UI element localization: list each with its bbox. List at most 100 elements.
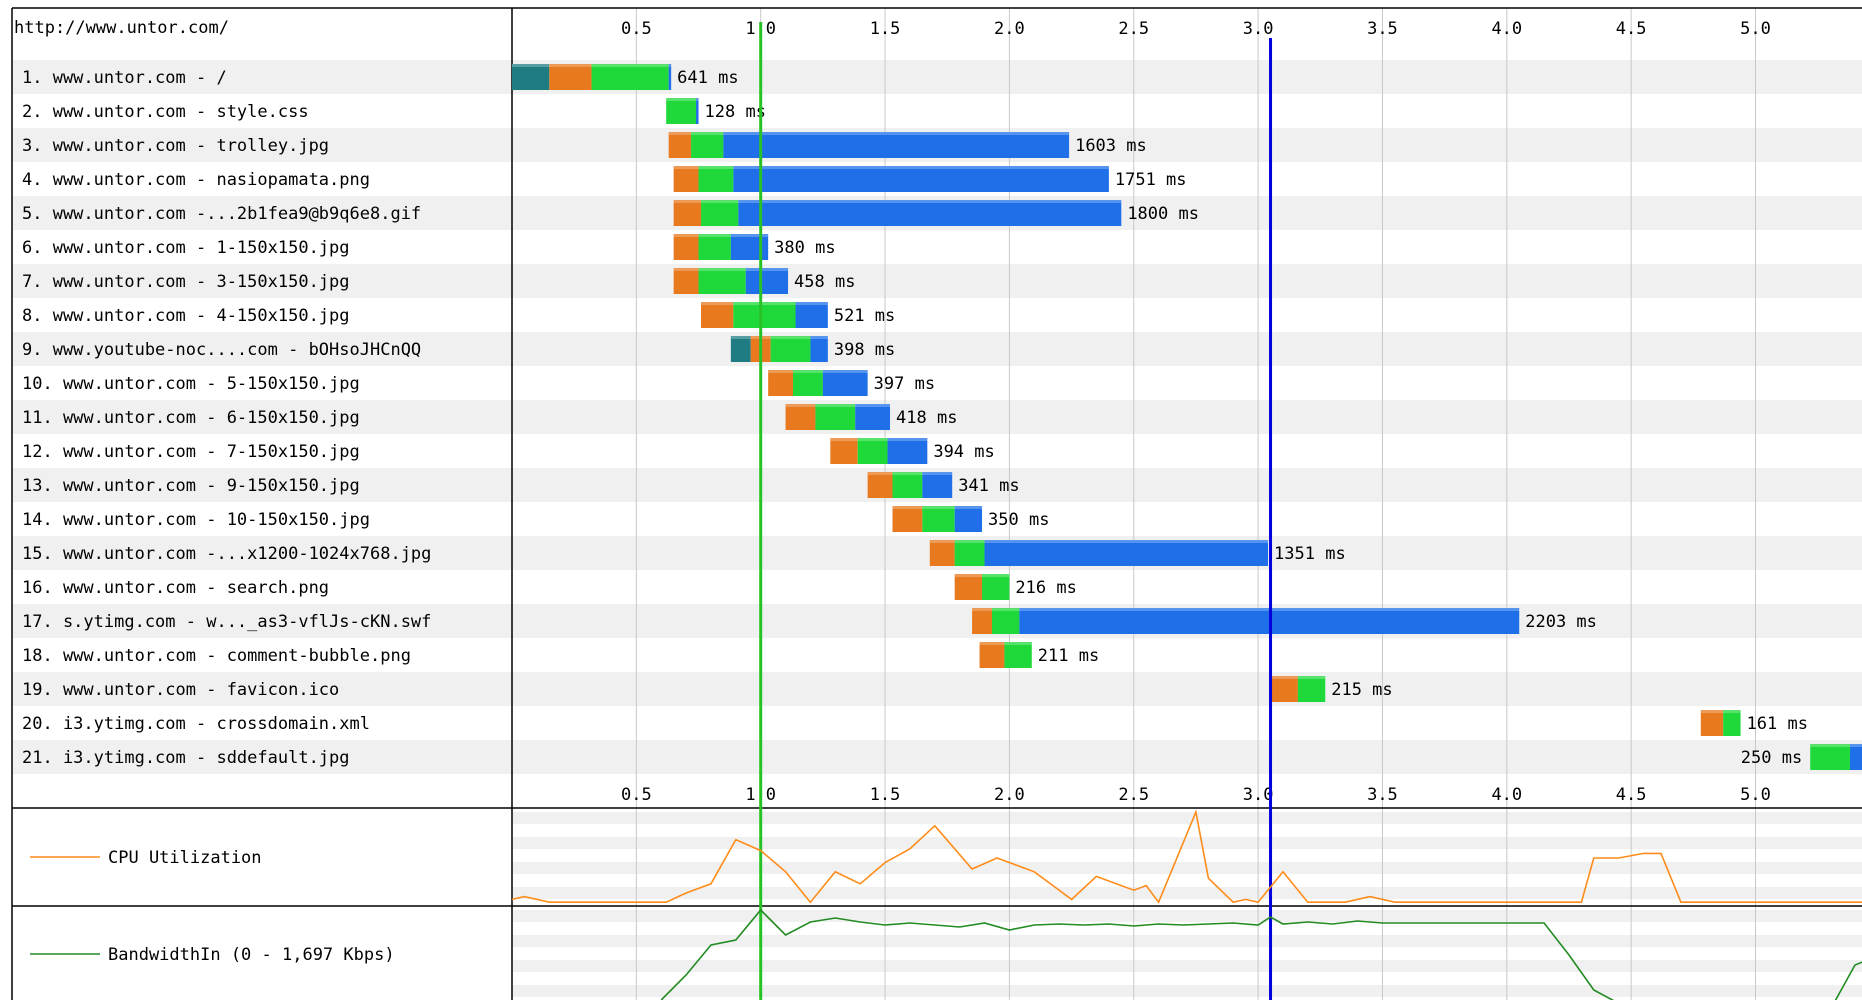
graph-stripe <box>513 985 1862 997</box>
bar-ttfb <box>892 472 923 498</box>
bar-highlight <box>892 506 923 509</box>
bar-highlight <box>922 472 953 475</box>
x-tick-label-top: 4.5 <box>1616 19 1647 39</box>
bar-highlight <box>1297 676 1326 679</box>
row-stripe <box>12 672 1862 706</box>
bar-download <box>723 132 1070 158</box>
bar-download <box>738 200 1122 226</box>
bar-connect <box>549 64 592 90</box>
x-tick-label-bottom: 2.0 <box>994 785 1025 805</box>
bar-highlight <box>591 64 669 67</box>
row-stripe <box>12 740 1862 774</box>
bar-connect <box>979 642 1005 668</box>
bar-ttfb <box>666 98 697 124</box>
request-duration: 2203 ms <box>1525 612 1597 632</box>
bar-highlight <box>1700 710 1724 713</box>
bar-connect <box>830 438 858 464</box>
request-duration: 341 ms <box>958 476 1019 496</box>
x-tick-label-top: 2.0 <box>994 19 1025 39</box>
request-duration: 1603 ms <box>1075 136 1147 156</box>
request-duration: 394 ms <box>933 442 994 462</box>
bar-ttfb <box>982 574 1010 600</box>
bar-download <box>1850 744 1862 770</box>
request-duration: 211 ms <box>1038 646 1099 666</box>
bar-ttfb <box>733 302 796 328</box>
request-label: 19. www.untor.com - favicon.ico <box>22 680 339 700</box>
x-tick-label-top: 0.5 <box>621 19 652 39</box>
row-stripe <box>12 604 1862 638</box>
bar-download <box>696 98 699 124</box>
request-label: 20. i3.ytimg.com - crossdomain.xml <box>22 714 370 734</box>
bar-highlight <box>733 166 1109 169</box>
bar-highlight <box>701 302 734 305</box>
bar-highlight <box>795 302 828 305</box>
bar-download <box>810 336 828 362</box>
x-tick-label-bottom: 5.0 <box>1740 785 1771 805</box>
bar-connect <box>785 404 816 430</box>
bar-highlight <box>698 268 746 271</box>
bar-ttfb <box>1004 642 1032 668</box>
cpu-legend-label: CPU Utilization <box>108 848 262 868</box>
x-tick-label-top: 3.5 <box>1367 19 1398 39</box>
bar-connect <box>929 540 955 566</box>
bar-connect <box>673 234 699 260</box>
bar-highlight <box>730 234 769 237</box>
bar-connect <box>867 472 893 498</box>
bar-highlight <box>887 438 928 441</box>
bar-highlight <box>1723 710 1741 713</box>
bar-connect <box>954 574 983 600</box>
request-label: 21. i3.ytimg.com - sddefault.jpg <box>22 748 350 768</box>
graph-stripe <box>513 812 1862 824</box>
bar-highlight <box>673 268 699 271</box>
bar-highlight <box>954 506 983 509</box>
request-label: 15. www.untor.com -...x1200-1024x768.jpg <box>22 544 431 564</box>
bar-highlight <box>673 166 699 169</box>
bar-connect <box>673 166 699 192</box>
request-duration: 398 ms <box>834 340 895 360</box>
request-duration: 1751 ms <box>1115 170 1187 190</box>
bar-ttfb <box>1297 676 1326 702</box>
bar-connect <box>701 302 734 328</box>
cpu-utilization-line <box>511 809 1862 904</box>
bar-highlight <box>979 642 1005 645</box>
bar-ttfb <box>793 370 823 396</box>
bar-highlight <box>549 64 592 67</box>
bar-ttfb <box>815 404 856 430</box>
request-duration: 250 ms <box>1741 748 1802 768</box>
graph-stripe <box>513 910 1862 922</box>
bar-highlight <box>855 404 891 407</box>
request-duration: 350 ms <box>988 510 1049 530</box>
request-duration: 521 ms <box>834 306 895 326</box>
request-duration: 397 ms <box>874 374 935 394</box>
bar-highlight <box>810 336 828 339</box>
row-stripe <box>12 332 1862 366</box>
request-label: 17. s.ytimg.com - w..._as3-vflJs-cKN.swf <box>22 612 431 632</box>
row-stripe <box>12 400 1862 434</box>
bar-highlight <box>512 64 550 67</box>
bar-highlight <box>991 608 1020 611</box>
bar-ttfb <box>698 268 746 294</box>
request-label: 6. www.untor.com - 1-150x150.jpg <box>22 238 350 258</box>
bar-highlight <box>857 438 888 441</box>
bar-ttfb <box>591 64 669 90</box>
bar-highlight <box>1810 744 1851 747</box>
bar-dns <box>512 64 550 90</box>
bar-highlight <box>785 404 816 407</box>
bar-highlight <box>954 574 983 577</box>
request-duration: 458 ms <box>794 272 855 292</box>
bar-highlight <box>815 404 856 407</box>
x-tick-label-top: 1.5 <box>870 19 901 39</box>
bar-download <box>855 404 891 430</box>
bar-highlight <box>1270 676 1298 679</box>
request-duration: 380 ms <box>774 238 835 258</box>
bar-highlight <box>1850 744 1862 747</box>
bar-highlight <box>696 98 699 101</box>
request-label: 18. www.untor.com - comment-bubble.png <box>22 646 411 666</box>
request-duration: 641 ms <box>677 68 738 88</box>
bar-ttfb <box>991 608 1020 634</box>
x-tick-label-bottom: 3.5 <box>1367 785 1398 805</box>
bar-ttfb <box>857 438 888 464</box>
bar-highlight <box>691 132 724 135</box>
request-label: 4. www.untor.com - nasiopamata.png <box>22 170 370 190</box>
bar-download <box>730 234 769 260</box>
